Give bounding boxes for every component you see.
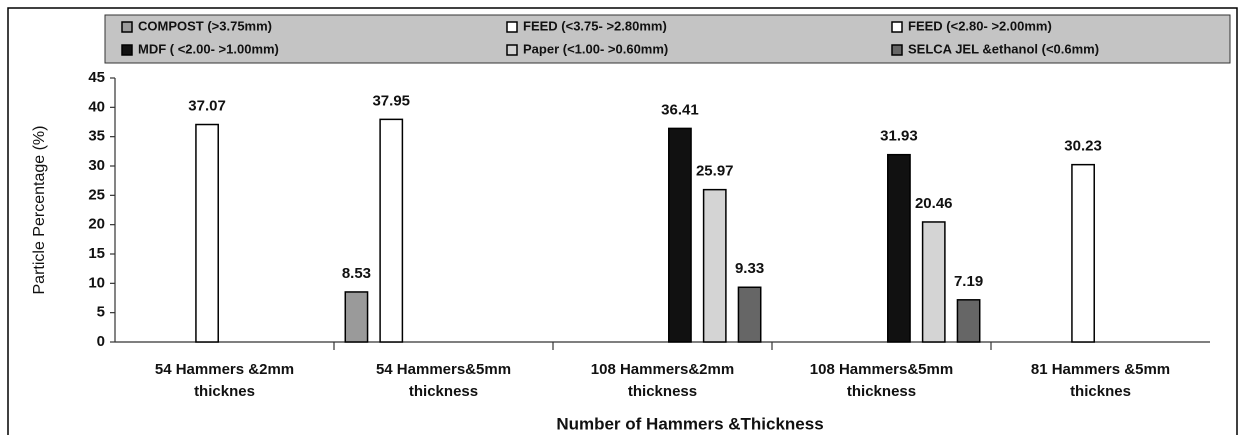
bar xyxy=(195,123,219,343)
legend-label: FEED (<3.75- >2.80mm) xyxy=(523,18,667,33)
x-tick-label: 108 Hammers&5mm thickness xyxy=(810,361,953,400)
bar xyxy=(887,153,911,343)
x-axis-label: Number of Hammers &Thickness xyxy=(556,414,823,433)
y-tick-label: 35 xyxy=(88,128,105,145)
y-tick-label: 20 xyxy=(88,216,105,233)
data-label: 30.23 xyxy=(1064,138,1102,155)
legend-label: Paper (<1.00- >0.60mm) xyxy=(523,41,668,56)
data-label: 31.93 xyxy=(880,128,918,145)
x-tick-label: 54 Hammers &2mm thicknes xyxy=(155,361,294,400)
legend-label: FEED (<2.80- >2.00mm) xyxy=(908,18,1052,33)
bar xyxy=(668,127,692,343)
legend-swatch xyxy=(121,21,133,33)
legend-swatch xyxy=(891,21,903,33)
x-tick-label: 108 Hammers&2mm thickness xyxy=(591,361,734,400)
y-tick-label: 15 xyxy=(88,245,105,262)
legend-swatch xyxy=(506,21,518,33)
y-tick-label: 40 xyxy=(88,98,105,115)
x-tick-label: 81 Hammers &5mm thicknes xyxy=(1031,361,1170,400)
bar xyxy=(1071,163,1095,343)
y-tick-label: 10 xyxy=(88,274,105,291)
bar xyxy=(921,221,946,343)
data-label: 25.97 xyxy=(696,163,734,180)
data-label: 7.19 xyxy=(954,273,983,290)
legend-swatch xyxy=(121,44,133,56)
x-tick-label: 54 Hammers&5mm thickness xyxy=(376,361,511,400)
legend-label: SELCA JEL &ethanol (<0.6mm) xyxy=(908,41,1099,56)
legend-box xyxy=(104,14,1231,64)
bar xyxy=(379,118,404,343)
legend: COMPOST (>3.75mm) FEED (<3.75- >2.80mm) FE… xyxy=(121,18,1099,56)
bar xyxy=(737,286,762,343)
data-label: 36.41 xyxy=(661,101,699,118)
data-label: 8.53 xyxy=(342,265,371,282)
y-tick-label: 0 xyxy=(97,333,105,350)
y-tick-label: 30 xyxy=(88,157,105,174)
data-label: 20.46 xyxy=(915,195,953,212)
frame xyxy=(7,7,1238,435)
y-tick-label: 45 xyxy=(88,69,105,86)
data-label: 37.95 xyxy=(372,92,410,109)
legend-label: COMPOST (>3.75mm) xyxy=(138,18,272,33)
y-axis-label: Particle Percentage (%) xyxy=(31,126,48,295)
bar xyxy=(344,291,369,343)
legend-swatch xyxy=(891,44,903,56)
legend-swatch xyxy=(506,44,518,56)
data-label: 9.33 xyxy=(735,260,764,277)
bar xyxy=(702,188,727,343)
data-label: 37.07 xyxy=(188,97,226,114)
y-tick-label: 5 xyxy=(97,304,105,321)
bar xyxy=(956,299,981,343)
y-tick-label: 25 xyxy=(88,186,105,203)
legend-label: MDF ( <2.00- >1.00mm) xyxy=(138,41,279,56)
